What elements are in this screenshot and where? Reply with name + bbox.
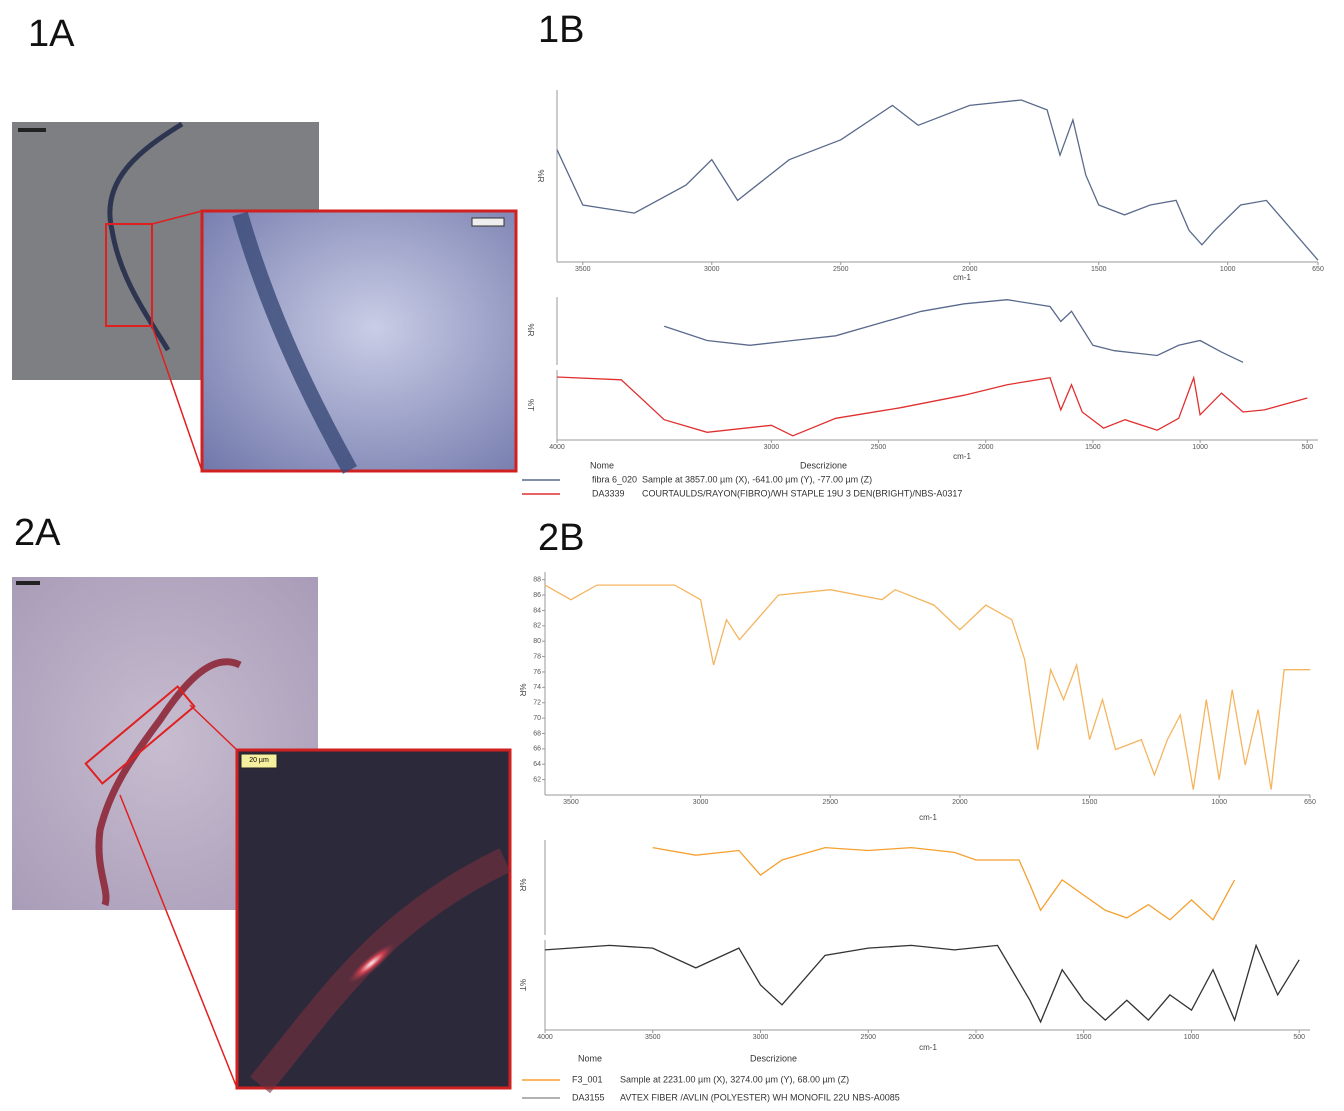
y-tick-label: 68: [533, 730, 541, 737]
x-tick-label: 500: [1293, 1034, 1305, 1041]
y-axis-label: %R: [518, 684, 527, 697]
x-tick-label: 1000: [1220, 266, 1236, 273]
panel-label: 2A: [14, 512, 61, 554]
y-tick-label: 70: [533, 715, 541, 722]
legend-header: Nome: [578, 1053, 602, 1063]
x-tick-label: 1000: [1192, 444, 1208, 451]
spectrum-line: [664, 300, 1243, 363]
x-tick-label: 3500: [645, 1034, 661, 1041]
legend-header: Nome: [590, 460, 614, 470]
x-tick-label: 1000: [1211, 799, 1227, 806]
y-tick-label: 74: [533, 684, 541, 691]
x-tick-label: 1500: [1082, 799, 1098, 806]
legend-description: Sample at 2231.00 µm (X), 3274.00 µm (Y)…: [620, 1074, 849, 1084]
legend-header: Descrizione: [800, 460, 847, 470]
spectrum-line: [653, 848, 1235, 920]
scale-bar-label: 20 µm: [249, 757, 269, 764]
x-axis-label: cm-1: [919, 1043, 937, 1052]
x-axis-label: cm-1: [919, 813, 937, 822]
x-tick-label: 2500: [871, 444, 887, 451]
spectrum-line: [557, 100, 1318, 260]
x-tick-label: 4000: [549, 444, 565, 451]
x-tick-label: 3500: [575, 266, 591, 273]
legend-2b: Nome Descrizione F3_001 Sample at 2231.0…: [522, 1053, 900, 1102]
y-tick-label: 82: [533, 623, 541, 630]
legend-1b: Nome Descrizione fibra 6_020 Sample at 3…: [522, 460, 962, 498]
x-axis-label: cm-1: [953, 452, 971, 461]
spectrum-line: [545, 585, 1310, 790]
panel-label: 2B: [538, 517, 584, 559]
x-tick-label: 650: [1312, 266, 1324, 273]
x-tick-label: 3000: [753, 1034, 769, 1041]
x-tick-label: 1500: [1076, 1034, 1092, 1041]
legend-header: Descrizione: [750, 1053, 797, 1063]
y-tick-label: 72: [533, 700, 541, 707]
panel-label: 1B: [538, 9, 584, 51]
x-tick-label: 3000: [704, 266, 720, 273]
y-axis-label: %T: [518, 979, 527, 991]
legend-name: fibra 6_020: [592, 474, 637, 484]
y-tick-label: 86: [533, 592, 541, 599]
x-tick-label: 2000: [968, 1034, 984, 1041]
x-tick-label: 500: [1301, 444, 1313, 451]
legend-description: COURTAULDS/RAYON(FIBRO)/WH STAPLE 19U 3 …: [642, 488, 962, 498]
legend-name: DA3339: [592, 488, 625, 498]
y-tick-label: 66: [533, 746, 541, 753]
x-tick-label: 3000: [764, 444, 780, 451]
x-tick-label: 1500: [1091, 266, 1107, 273]
x-tick-label: 2500: [833, 266, 849, 273]
x-tick-label: 2500: [822, 799, 838, 806]
legend-name: DA3155: [572, 1092, 605, 1102]
micrograph-2a: 20 µm: [12, 577, 510, 1088]
y-tick-label: 88: [533, 577, 541, 584]
y-axis-label: %R: [518, 879, 527, 892]
x-tick-label: 1000: [1184, 1034, 1200, 1041]
y-axis-label: %T: [526, 399, 535, 411]
x-tick-label: 3500: [563, 799, 579, 806]
y-tick-label: 80: [533, 638, 541, 645]
spectrum-line: [545, 945, 1299, 1022]
x-tick-label: 1500: [1085, 444, 1101, 451]
x-tick-label: 2000: [952, 799, 968, 806]
legend-name: F3_001: [572, 1074, 603, 1084]
x-axis-label: cm-1: [953, 273, 971, 282]
y-tick-label: 62: [533, 776, 541, 783]
y-tick-label: 78: [533, 653, 541, 660]
figure: 1A 1B 2A 2B 20 µm Nome Descrizione fibra…: [0, 0, 1344, 1106]
y-tick-label: 76: [533, 669, 541, 676]
y-axis-label: %R: [526, 324, 535, 337]
legend-description: Sample at 3857.00 µm (X), -641.00 µm (Y)…: [642, 474, 872, 484]
x-tick-label: 4000: [537, 1034, 553, 1041]
x-tick-label: 650: [1304, 799, 1316, 806]
x-tick-label: 2000: [962, 266, 978, 273]
y-tick-label: 84: [533, 607, 541, 614]
y-tick-label: 64: [533, 761, 541, 768]
x-tick-label: 3000: [693, 799, 709, 806]
y-axis-label: %R: [536, 170, 545, 183]
panel-label: 1A: [28, 13, 75, 55]
legend-description: AVTEX FIBER /AVLIN (POLYESTER) WH MONOFI…: [620, 1092, 900, 1102]
x-tick-label: 2500: [860, 1034, 876, 1041]
x-tick-label: 2000: [978, 444, 994, 451]
spectrum-line: [557, 377, 1307, 436]
micrograph-1a: [12, 122, 516, 471]
